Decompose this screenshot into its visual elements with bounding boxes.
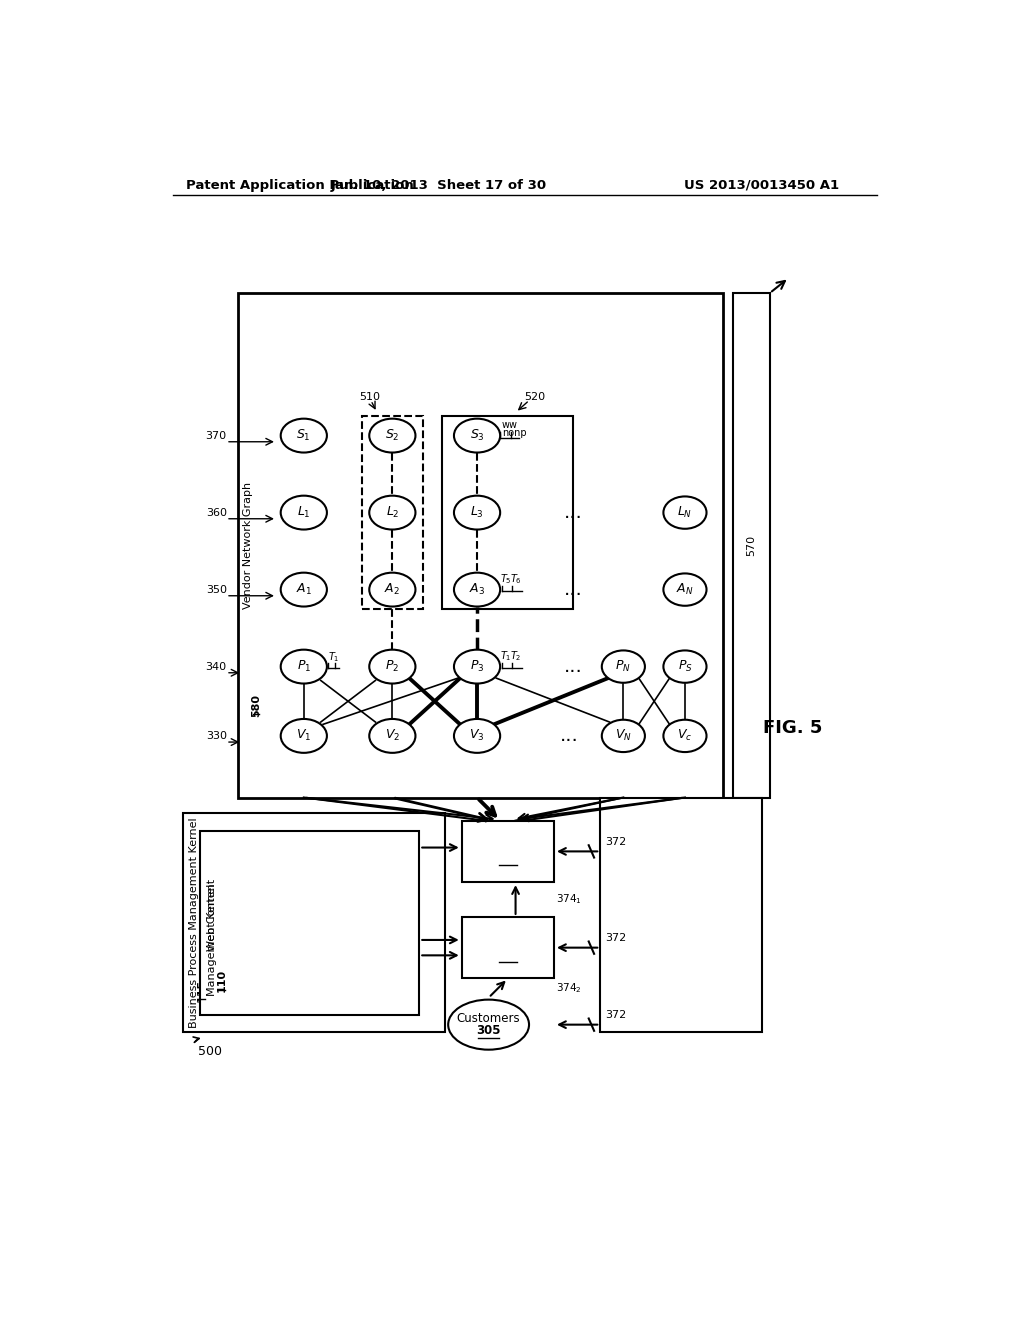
Ellipse shape [602,719,645,752]
Text: $P_2$: $P_2$ [385,659,399,675]
Text: nonp: nonp [502,428,526,438]
Bar [600,797,762,1032]
Text: $T_1$: $T_1$ [500,649,512,663]
Text: ...: ... [564,503,583,523]
Text: $V_N$: $V_N$ [615,729,632,743]
Bar [183,813,444,1032]
Text: ...: ... [564,579,583,599]
Text: $L_N$: $L_N$ [677,506,692,520]
Ellipse shape [454,573,500,607]
Text: $A_2$: $A_2$ [384,582,400,597]
Text: 510: 510 [358,392,380,403]
Text: 305: 305 [476,1024,501,1038]
Text: $S_2$: $S_2$ [385,428,399,444]
Bar [462,917,554,978]
Text: Customers: Customers [457,1012,520,1026]
Text: ...: ... [564,657,583,676]
Text: $T_1$: $T_1$ [329,651,340,664]
Text: 372: 372 [605,933,627,944]
Text: $374_1$: $374_1$ [556,892,583,907]
Bar [733,293,770,797]
Text: Business Process Management Kernel: Business Process Management Kernel [188,817,199,1028]
Text: 330: 330 [206,731,226,741]
Text: $L_2$: $L_2$ [386,506,399,520]
Text: 115: 115 [198,978,207,1002]
Text: 570: 570 [746,535,756,556]
Text: 110: 110 [216,969,226,993]
Text: $A_3$: $A_3$ [469,582,485,597]
Text: 372: 372 [605,837,627,847]
Bar [200,830,419,1015]
Text: $S_1$: $S_1$ [297,428,311,444]
Text: FIG. 5: FIG. 5 [763,719,822,737]
Text: $V_c$: $V_c$ [677,729,692,743]
Ellipse shape [664,651,707,682]
Ellipse shape [454,649,500,684]
Text: Web Content: Web Content [207,879,217,952]
Text: 340: 340 [206,661,226,672]
Ellipse shape [454,495,500,529]
Text: Jan. 10, 2013  Sheet 17 of 30: Jan. 10, 2013 Sheet 17 of 30 [331,178,547,191]
Text: 520: 520 [524,392,546,403]
Text: ww: ww [502,420,518,430]
Text: $S_3$: $S_3$ [470,428,484,444]
Text: $P_S$: $P_S$ [678,659,692,675]
Text: Dealer: Dealer [484,837,530,850]
Text: 370: 370 [206,430,226,441]
Ellipse shape [281,649,327,684]
Text: $L_1$: $L_1$ [297,506,310,520]
Bar [361,416,423,609]
Ellipse shape [664,719,707,752]
Text: $V_1$: $V_1$ [296,729,311,743]
Text: $A_N$: $A_N$ [676,582,693,597]
Text: 260: 260 [495,948,521,961]
Text: Web Site: Web Site [480,933,536,946]
Ellipse shape [449,999,529,1049]
Ellipse shape [370,719,416,752]
Text: $P_N$: $P_N$ [615,659,631,675]
Text: 500: 500 [199,1045,222,1059]
Bar [462,821,554,882]
Text: $V_2$: $V_2$ [385,729,400,743]
Ellipse shape [281,719,327,752]
Ellipse shape [602,651,645,682]
Ellipse shape [370,418,416,453]
Text: $T_6$: $T_6$ [510,572,522,586]
Text: 240: 240 [495,851,521,865]
Text: $V_3$: $V_3$ [469,729,484,743]
Text: Vendor Network Graph: Vendor Network Graph [243,482,253,609]
Text: 350: 350 [206,585,226,594]
Ellipse shape [454,719,500,752]
Ellipse shape [664,573,707,606]
Text: 360: 360 [206,508,226,517]
Ellipse shape [454,418,500,453]
Ellipse shape [281,495,327,529]
Text: $P_3$: $P_3$ [470,659,484,675]
Ellipse shape [370,573,416,607]
Bar [239,293,724,797]
Text: $374_2$: $374_2$ [556,981,582,995]
Text: $A_1$: $A_1$ [296,582,311,597]
Ellipse shape [370,495,416,529]
Text: $T_2$: $T_2$ [510,649,521,663]
Ellipse shape [281,418,327,453]
Text: 580: 580 [251,693,261,717]
Text: $T_5$: $T_5$ [500,572,512,586]
Text: $L_3$: $L_3$ [470,506,484,520]
Text: ...: ... [560,726,579,746]
Text: Patent Application Publication: Patent Application Publication [186,178,414,191]
Bar [442,416,573,609]
Text: $P_1$: $P_1$ [297,659,311,675]
Ellipse shape [281,573,327,607]
Text: 372: 372 [605,1010,627,1020]
Text: Management Kernel: Management Kernel [207,884,217,997]
Ellipse shape [664,496,707,529]
Ellipse shape [370,649,416,684]
Text: US 2013/0013450 A1: US 2013/0013450 A1 [684,178,840,191]
